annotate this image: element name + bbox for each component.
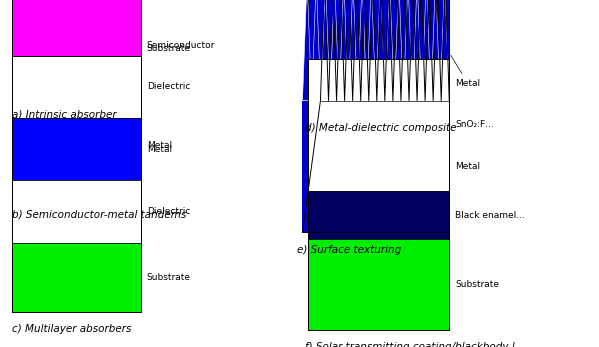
Text: Substrate: Substrate [147, 273, 190, 282]
Polygon shape [394, 0, 403, 101]
Text: SnO₂:F…: SnO₂:F… [455, 120, 494, 129]
Polygon shape [422, 0, 431, 101]
Text: Metal: Metal [0, 346, 1, 347]
Text: Dielectric: Dielectric [0, 346, 1, 347]
Bar [12, 118, 141, 180]
Polygon shape [358, 0, 367, 101]
Text: f) Solar-transmitting coating/blackbody-l: f) Solar-transmitting coating/blackbody-… [305, 342, 515, 347]
Bar [12, 94, 141, 198]
Text: b) Semiconductor-metal tandems: b) Semiconductor-metal tandems [12, 210, 186, 220]
Polygon shape [311, 0, 321, 101]
Text: Metal: Metal [455, 162, 480, 171]
Text: Dielectric: Dielectric [147, 207, 190, 216]
Polygon shape [440, 0, 449, 101]
Text: Black enamel…: Black enamel… [455, 211, 525, 220]
Bar [308, 59, 449, 191]
Bar [12, 56, 141, 312]
Text: Metal: Metal [147, 145, 172, 154]
Bar [12, 0, 141, 97]
Polygon shape [403, 0, 413, 101]
Bar [308, 191, 449, 239]
Polygon shape [349, 0, 358, 101]
Bar [12, 56, 141, 118]
Bar [12, 0, 141, 198]
Text: Metal: Metal [147, 141, 172, 150]
Bar [308, 0, 449, 111]
Bar [302, 101, 449, 232]
Text: Substrate: Substrate [455, 280, 499, 289]
Bar [12, 180, 141, 243]
Bar [12, 243, 141, 312]
Text: Dielectric: Dielectric [147, 82, 190, 91]
Polygon shape [376, 0, 385, 101]
Polygon shape [367, 0, 376, 101]
Text: c) Multilayer absorbers: c) Multilayer absorbers [12, 324, 131, 335]
Polygon shape [330, 0, 339, 101]
Bar [308, 239, 449, 330]
Polygon shape [339, 0, 349, 101]
Polygon shape [321, 0, 330, 101]
Bar [308, 0, 449, 111]
Bar [308, 59, 449, 330]
Polygon shape [385, 0, 394, 101]
Text: a) Intrinsic absorber: a) Intrinsic absorber [12, 109, 117, 119]
Text: Substrate: Substrate [147, 44, 190, 53]
Bar [12, 0, 141, 94]
Polygon shape [413, 0, 422, 101]
Bar [12, 0, 141, 97]
Polygon shape [302, 0, 311, 101]
Text: Semiconductor: Semiconductor [147, 41, 215, 50]
Polygon shape [431, 0, 440, 101]
Text: Metal: Metal [450, 55, 480, 88]
Text: e) Surface texturing: e) Surface texturing [297, 245, 401, 255]
Text: d) Metal-dielectric composite: d) Metal-dielectric composite [305, 123, 457, 133]
